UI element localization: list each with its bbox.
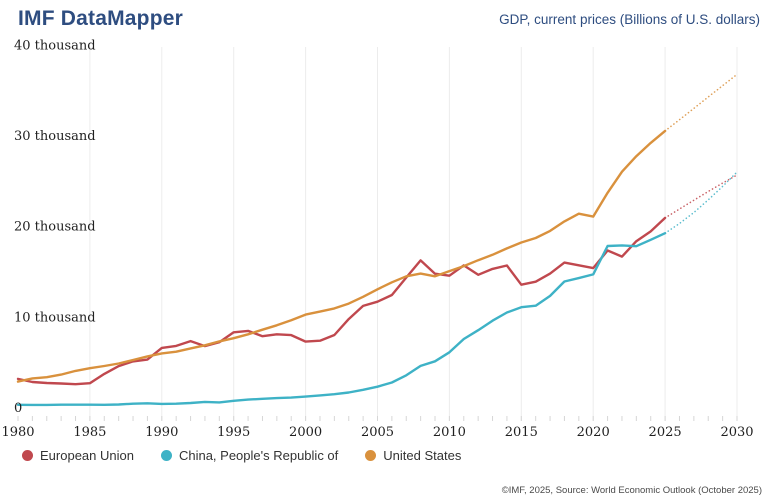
app-title[interactable]: IMF DataMapper [18, 7, 183, 30]
legend-dot-china [160, 450, 172, 461]
legend-item-united-states[interactable]: United States [365, 448, 461, 463]
x-axis-label-2000: 2000 [289, 425, 322, 440]
legend-item-european-union[interactable]: European Union [22, 448, 134, 463]
x-axis-label-2030: 2030 [720, 425, 753, 440]
x-axis-label-1985: 1985 [73, 425, 106, 440]
legend-item-china[interactable]: China, People's Republic of [160, 448, 339, 463]
chart-legend: European Union China, People's Republic … [22, 448, 461, 463]
x-axis-label-1990: 1990 [145, 425, 178, 440]
y-axis-label-10-thousand: 10 thousand [14, 310, 96, 325]
series-line-china-people-s-republic-of[interactable] [16, 231, 667, 407]
legend-label-united-states: United States [383, 448, 462, 463]
header: IMF DataMapper GDP, current prices (Bill… [18, 7, 760, 31]
x-axis-label-2015: 2015 [505, 425, 538, 440]
x-axis-label-2010: 2010 [433, 425, 466, 440]
series-projection-european-union[interactable] [664, 174, 738, 219]
x-axis-label-1980: 1980 [1, 425, 34, 440]
chart-title: GDP, current prices (Billions of U.S. do… [499, 12, 760, 27]
series-projection-united-states[interactable] [664, 73, 738, 132]
x-axis-label-2020: 2020 [577, 425, 610, 440]
y-axis-label-40-thousand: 40 thousand [14, 38, 96, 53]
legend-dot-united-states [365, 450, 377, 461]
series-projection-china-people-s-republic-of[interactable] [664, 171, 738, 234]
y-axis-label-0: 0 [14, 401, 22, 416]
x-axis-label-2005: 2005 [361, 425, 394, 440]
series-line-united-states[interactable] [16, 129, 667, 383]
x-axis-label-1995: 1995 [217, 425, 250, 440]
source-attribution: ©IMF, 2025, Source: World Economic Outlo… [501, 485, 762, 496]
legend-label-china: China, People's Republic of [178, 448, 339, 463]
x-axis-label-2025: 2025 [649, 425, 682, 440]
series-line-european-union[interactable] [16, 216, 667, 386]
y-axis-label-20-thousand: 20 thousand [14, 220, 96, 235]
y-axis-label-30-thousand: 30 thousand [14, 129, 96, 144]
gdp-line-chart[interactable]: 1980 1985 1990 1995 2000 2005 2010 2015 2020 2025… [0, 35, 768, 445]
legend-label-european-union: European Union [40, 448, 134, 463]
legend-dot-european-union [22, 450, 33, 461]
